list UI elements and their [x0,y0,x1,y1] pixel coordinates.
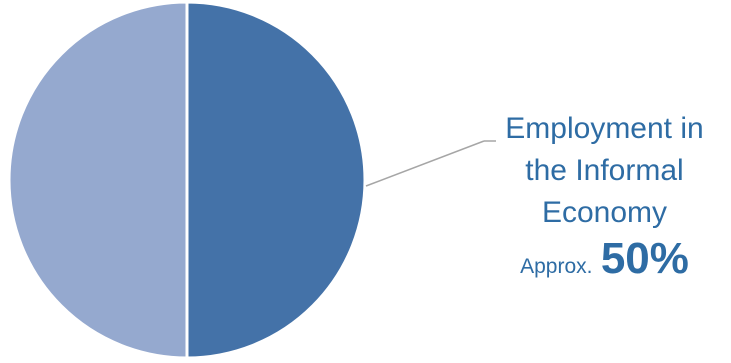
pie-slice-1 [185,0,367,360]
pie-slice-2 [7,0,189,360]
callout-qualifier: Approx. [520,255,593,278]
callout-value: 50% [600,234,689,283]
callout-leader-line [365,140,485,187]
pie-slices [7,0,367,360]
callout-value-line: Approx. 50% [478,237,731,288]
callout-label-line-3: Economy [541,196,668,229]
callout-label-line-1: Employment in [505,112,704,145]
callout-label-line-2: the Informal [525,154,684,187]
slice-callout-label: Employment in the Informal Economy Appro… [478,108,731,288]
